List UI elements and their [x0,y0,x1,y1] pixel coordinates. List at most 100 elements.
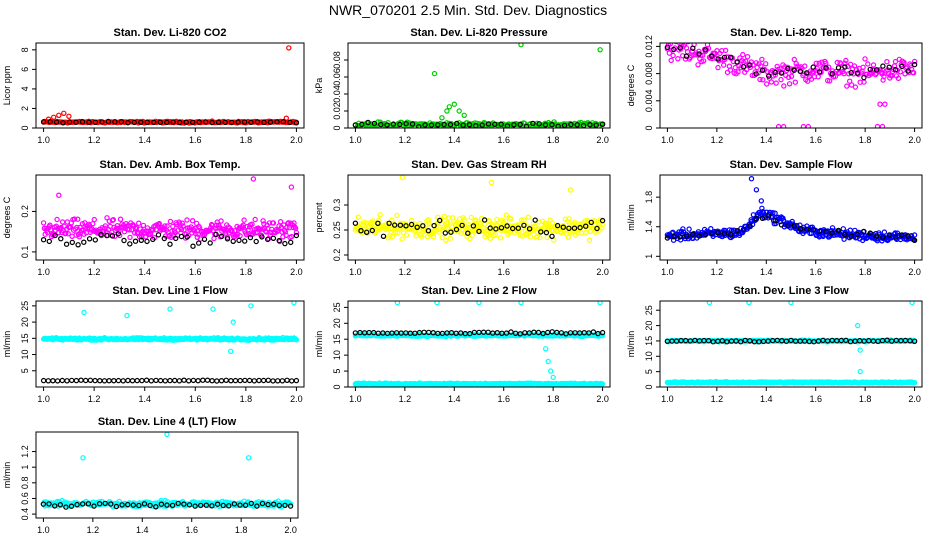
data-point [829,225,836,231]
data-point [394,301,401,306]
x-tick-label: 1.2 [88,394,101,404]
data-point [79,118,86,125]
data-point [842,231,848,238]
data-point [155,232,162,238]
data-point [204,377,211,383]
data-point [181,377,187,383]
data-point [56,112,62,119]
data-point [110,216,117,223]
data-point [518,43,524,48]
data-point [390,121,397,127]
data-point [683,53,690,59]
data-point [461,216,467,223]
data-point [375,220,381,226]
data-point [861,74,867,81]
data-point [740,226,747,233]
data-point [461,112,467,119]
data-point [184,217,190,223]
data-point [271,501,277,507]
data-point [800,123,807,128]
x-tick-label: 1.2 [88,267,101,277]
chart-panel: Stan. Dev. Li-820 Temp. degrees C 1.0 1.2 1.… [626,27,923,145]
data-point [753,187,760,193]
data-point [590,329,597,335]
data-point [230,238,236,244]
data-point [126,227,132,233]
data-point [675,56,681,62]
x-tick-label: 1.0 [349,394,362,404]
data-point [65,230,71,237]
chart-panel: Stan. Dev. Li-820 CO2 Licor ppm 1.0 1.2 1.4 1… [2,27,305,145]
data-point [386,220,392,226]
data-point [213,231,219,238]
data-point [748,175,755,182]
data-point [852,84,859,90]
data-point [860,64,866,71]
y-tick-label: 5 [644,369,654,374]
data-point [508,329,514,335]
data-point [525,214,531,220]
y-tick-label: 10 [20,350,30,360]
data-point [58,235,64,242]
data-point [370,218,376,224]
data-point [138,119,144,126]
data-point [259,234,265,240]
data-point [829,71,835,77]
data-point [291,301,297,306]
data-point [139,377,145,384]
data-point [521,222,527,229]
data-point [519,217,525,223]
data-point [231,501,238,507]
data-point [721,62,727,68]
x-tick-label: 1.8 [240,394,253,404]
x-tick-label: 2.0 [908,135,921,145]
y-axis-label: Licor ppm [2,66,12,106]
data-point [738,339,744,345]
data-point [566,216,572,222]
data-point [87,377,94,383]
data-point [127,241,133,247]
data-point [768,79,775,85]
data-point [218,233,225,240]
data-point [487,225,493,231]
data-point [53,119,60,125]
data-point [80,455,86,461]
data-point [230,319,236,325]
data-point [102,500,108,507]
y-tick-label: 0 [644,125,654,130]
data-point [867,66,873,73]
data-point [117,216,124,222]
data-point [788,73,795,80]
y-tick-label: 0.25 [332,221,342,239]
data-point [844,83,850,89]
data-point [167,306,173,312]
y-tick-label: 25 [644,305,654,315]
data-point [470,223,477,229]
data-point [747,223,753,229]
data-point [106,378,112,384]
data-point [256,377,262,384]
data-point [566,225,572,231]
data-point [570,228,577,234]
data-point [153,377,159,384]
x-tick-label: 2.0 [908,394,921,404]
data-point [190,377,197,384]
data-point [773,80,779,86]
data-point [763,61,769,67]
y-tick-label: 0.2 [20,205,30,218]
data-point [668,57,674,64]
data-point [848,69,854,76]
data-point [218,218,224,224]
data-point [422,227,429,234]
data-point [468,214,474,221]
data-point [413,233,419,239]
data-point [75,242,81,248]
y-tick-label: 4 [20,86,30,91]
data-point [425,227,432,234]
data-point [136,502,142,509]
data-point [778,222,785,228]
data-point [554,222,561,229]
data-point [253,238,259,245]
data-point [403,120,409,127]
data-point [901,59,907,66]
